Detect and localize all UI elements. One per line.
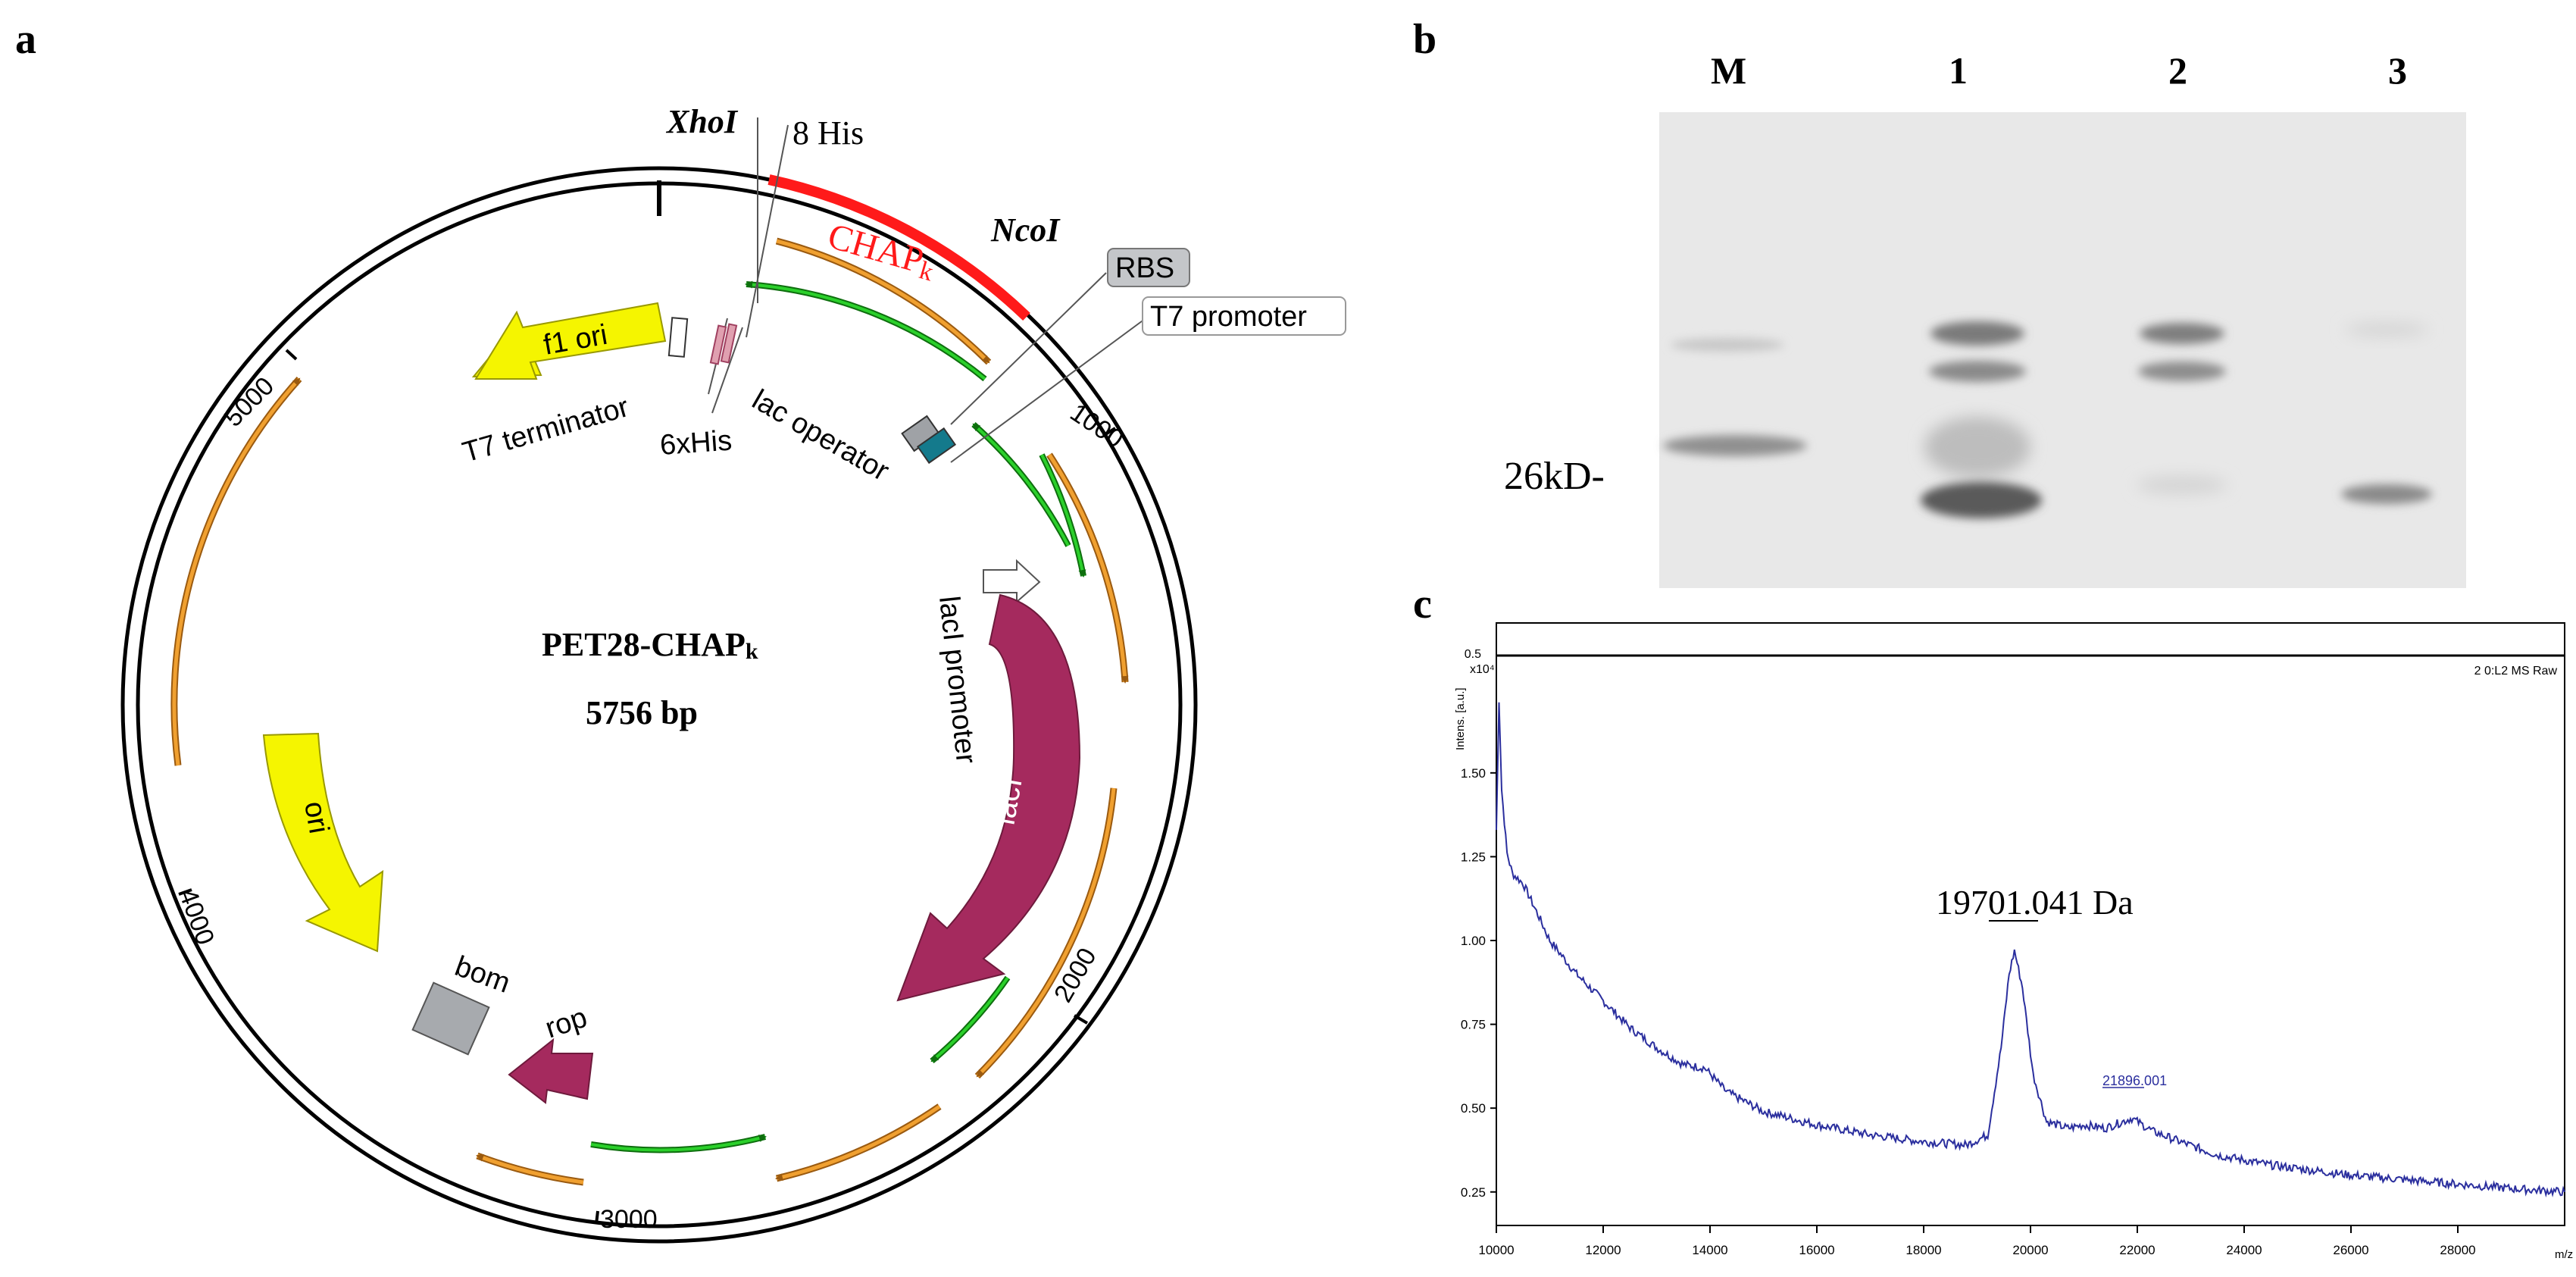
t7-promoter-label: T7 promoter <box>1150 301 1307 333</box>
orange-cds-arcs-fill <box>172 239 1129 1185</box>
ms-peak-small-label: 21896.001 <box>2102 1073 2167 1088</box>
t7-terminator-label: T7 terminator <box>459 391 633 469</box>
ms-y-tick-label: 1.50 <box>1461 766 1486 781</box>
ms-y-tick-label: 1.00 <box>1461 934 1486 948</box>
tick-label-4000: 4000 <box>173 885 220 949</box>
rop-arrow <box>508 1038 594 1104</box>
gel-lane-labels: M 1 2 3 <box>1711 49 2407 92</box>
t7-promoter-box <box>1142 296 1346 336</box>
ms-y-tick-label: 0.75 <box>1461 1018 1486 1032</box>
ms-series <box>1496 702 2565 1198</box>
band-2-top-b <box>2138 362 2226 381</box>
ori-label: ori <box>298 799 335 836</box>
ms-x-tick-label: 20000 <box>2012 1243 2048 1257</box>
rbs-box <box>1107 248 1190 287</box>
panel-b-letter: b <box>1413 16 1436 63</box>
laci-arrow <box>896 593 1081 1002</box>
ms-x-tick-label: 22000 <box>2119 1243 2155 1257</box>
ms-x-tick-label: 18000 <box>1905 1243 1941 1257</box>
green-arcs <box>590 280 1086 1152</box>
bom-box <box>411 981 490 1056</box>
ms-multiplier: x10⁴ <box>1470 663 1495 676</box>
lane-label-m: M <box>1711 49 1746 92</box>
ms-title: 2 0:L2 MS Raw <box>2474 665 2558 678</box>
band-3-faint <box>2345 322 2428 337</box>
ms-extra-y-tick: 0.5 <box>1465 648 1481 661</box>
ms-peak-main-label: 19701.041 Da <box>1936 883 2134 922</box>
band-m-26kd <box>1663 435 1807 456</box>
lane-label-3: 3 <box>2388 49 2407 92</box>
band-2-faint <box>2137 476 2227 494</box>
ms-x-unit: m/z <box>2555 1248 2573 1261</box>
band-1-main <box>1921 482 2042 518</box>
marker-26kd-label: 26kD- <box>1504 455 1605 498</box>
panel-a: a 1000 2000 3000 4000 5000 <box>15 16 1346 1244</box>
laci-promoter-label: lacI promoter <box>933 595 982 765</box>
panel-c-letter: c <box>1413 581 1432 628</box>
panel-c: c 0.5 x10⁴ 2 0:L2 MS Raw Intens. [a.u.] … <box>1413 581 2573 1261</box>
ms-x-tick-label: 24000 <box>2226 1243 2262 1257</box>
gel-bands <box>1663 321 2432 518</box>
lac-operator-label: lac operator <box>747 383 895 487</box>
ms-y-tick-label: 0.50 <box>1461 1101 1486 1116</box>
ori-arrow <box>262 732 384 953</box>
leader-lines <box>708 117 1149 463</box>
f1-ori-body <box>474 302 667 380</box>
tick-label-5000: 5000 <box>219 371 280 432</box>
band-2-top-a <box>2140 323 2224 344</box>
ms-x-tick-label: 12000 <box>1585 1243 1621 1257</box>
tick-label-3000: 3000 <box>600 1205 658 1234</box>
his6-label: 6xHis <box>659 424 733 462</box>
band-1-smear <box>1924 417 2030 477</box>
lac-operator-box <box>720 323 738 364</box>
ms-y-tick-label: 0.25 <box>1461 1185 1486 1200</box>
t7-terminator-box <box>667 317 689 358</box>
ms-x-tick-label: 10000 <box>1478 1243 1514 1257</box>
chapk-label: CHAPk <box>823 216 940 287</box>
ncoi-label: NcoI <box>990 211 1061 249</box>
panel-b: b M 1 2 3 26kD- <box>1413 16 2466 588</box>
band-3-main <box>2341 484 2432 504</box>
his8-label: 8 His <box>792 114 864 152</box>
tick-label-1000: 1000 <box>1065 398 1129 454</box>
band-1-top-a <box>1930 321 2024 346</box>
bom-label: bom <box>451 950 514 1000</box>
laci-promoter-arrow <box>983 559 1041 604</box>
t7-promoter-feature-box <box>916 427 957 465</box>
ms-x-tick-label: 28000 <box>2440 1243 2475 1257</box>
lane-label-2: 2 <box>2168 49 2187 92</box>
rbs-label: RBS <box>1115 252 1174 284</box>
laci-label: lacI <box>988 775 1029 828</box>
band-m-upper <box>1671 338 1784 352</box>
ms-x-tick-label: 14000 <box>1692 1243 1727 1257</box>
xhoi-label: XhoI <box>665 103 739 140</box>
ms-plot-frame <box>1496 622 2565 1226</box>
ms-y-axis-label: Intens. [a.u.] <box>1454 687 1467 750</box>
ms-series-line <box>1496 702 2565 1198</box>
chapk-backbone-band <box>767 174 1030 321</box>
ms-x-tick-label: 16000 <box>1799 1243 1834 1257</box>
panel-a-letter: a <box>15 16 36 63</box>
his6-box <box>709 324 727 365</box>
plasmid-size: 5756 bp <box>586 694 698 731</box>
plasmid-name: PET28-CHAPk <box>542 626 758 664</box>
scale-ticks <box>178 349 1117 1225</box>
ms-axes: 10000 12000 14000 16000 18000 20000 22000 24000… <box>1461 766 2476 1257</box>
rop-label: rop <box>542 1002 591 1045</box>
ms-x-tick-label: 26000 <box>2333 1243 2368 1257</box>
ms-y-tick-label: 1.25 <box>1461 850 1486 864</box>
band-1-top-b <box>1929 361 2026 382</box>
lane-label-1: 1 <box>1949 49 1968 92</box>
